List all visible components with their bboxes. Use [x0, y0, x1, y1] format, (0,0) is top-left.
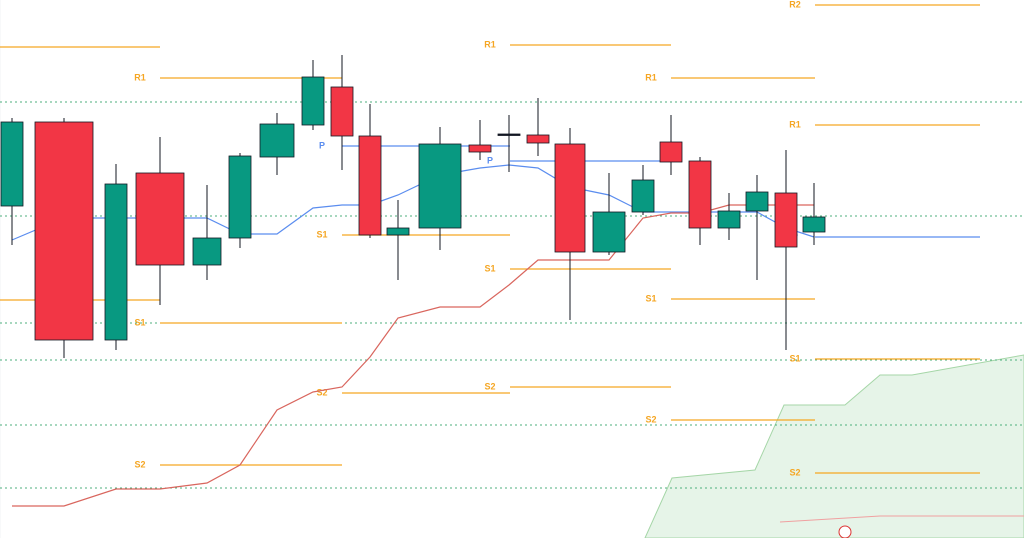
candle-body — [631, 179, 655, 213]
candle-body — [259, 123, 295, 158]
pivot-label: R1 — [484, 39, 496, 49]
candle-body — [468, 144, 492, 153]
flag-icon — [838, 525, 852, 538]
indicator-line — [12, 204, 814, 507]
cloud — [644, 354, 1024, 538]
pivot-label: S2 — [134, 459, 145, 469]
candle-body — [592, 211, 626, 253]
pivot-label: R1 — [134, 72, 146, 82]
pivot-label: R2 — [789, 0, 801, 9]
pivot-label: S1 — [484, 263, 495, 273]
pivot-label: S2 — [789, 467, 800, 477]
pivot-label: S1 — [645, 293, 656, 303]
candle-body — [192, 237, 222, 266]
pivot-label: P — [487, 155, 493, 165]
candle-body — [659, 141, 683, 163]
pivot-label: S1 — [134, 317, 145, 327]
candle-body — [104, 183, 128, 341]
candle-body — [802, 216, 826, 233]
pivot-label: R1 — [645, 72, 657, 82]
candle-body — [358, 135, 382, 236]
pivot-label: S2 — [316, 387, 327, 397]
pivot-label: R1 — [789, 119, 801, 129]
candle-body — [418, 143, 462, 229]
candle-body — [34, 121, 94, 341]
candle-body — [228, 155, 252, 239]
pivot-label: S1 — [789, 353, 800, 363]
candle-body — [717, 210, 741, 229]
candle-body — [526, 134, 550, 144]
candle-body — [330, 86, 354, 137]
pivot-label: P — [319, 140, 325, 150]
cloud-edge — [779, 515, 1024, 523]
candle-body — [497, 133, 521, 136]
candle-body — [554, 143, 586, 253]
pivot-label: S1 — [316, 229, 327, 239]
candle-body — [688, 160, 712, 229]
candle-body — [135, 172, 185, 266]
pivot-label: S2 — [645, 414, 656, 424]
candle-body — [745, 191, 769, 212]
candle-body — [0, 121, 24, 207]
candle-body — [301, 76, 325, 126]
pivot-label: S2 — [484, 381, 495, 391]
candle-body — [386, 227, 410, 236]
candle-body — [774, 192, 798, 248]
